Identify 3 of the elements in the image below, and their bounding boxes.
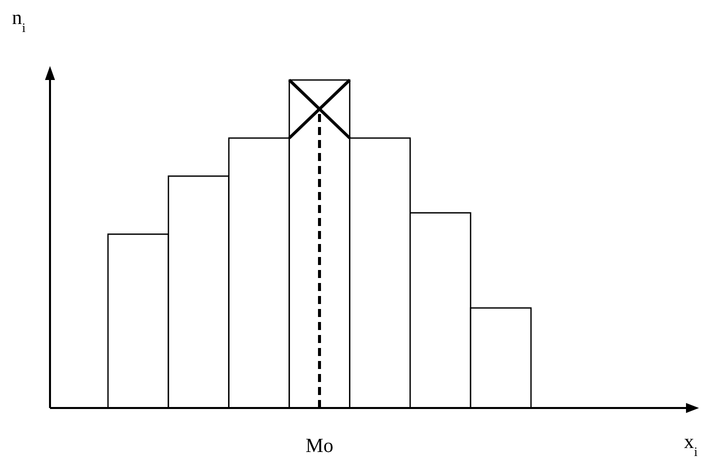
y-axis-title: n$_{i}$ bbox=[12, 7, 26, 34]
text: Mo bbox=[306, 435, 334, 457]
text: x$_{i}$ bbox=[684, 431, 698, 458]
